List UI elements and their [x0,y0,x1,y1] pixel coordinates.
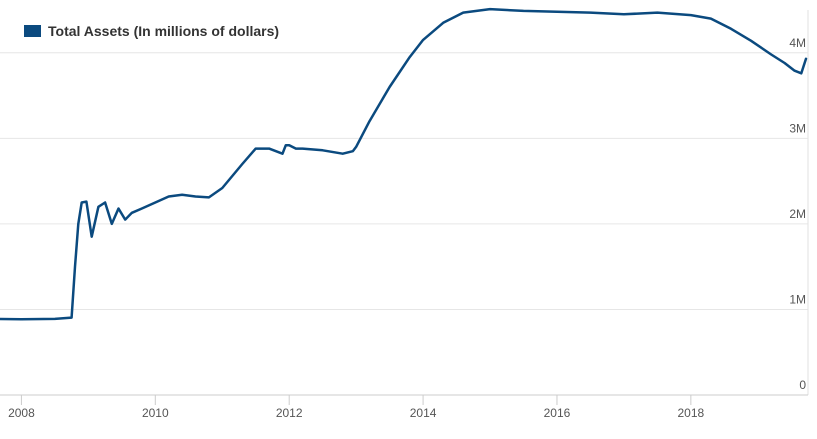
x-tick-label: 2018 [677,406,704,420]
x-tick-label: 2008 [8,406,35,420]
x-tick-label: 2014 [410,406,437,420]
x-axis-ticks: 2008 2010 2012 2014 2016 2018 [8,395,705,420]
x-tick-label: 2012 [276,406,303,420]
y-tick-label: 1M [789,292,806,306]
y-tick-label: 2M [789,207,806,221]
y-tick-label: 0 [799,378,806,392]
y-axis-ticks: 0 1M 2M 3M 4M [789,36,806,392]
gridlines [0,52,808,310]
x-tick-label: 2016 [544,406,571,420]
legend-swatch [24,25,41,37]
legend[interactable]: Total Assets (In millions of dollars) [24,23,279,39]
x-tick-label: 2010 [142,406,169,420]
y-tick-label: 3M [789,121,806,135]
series-line-total-assets[interactable] [0,7,808,321]
legend-label: Total Assets (In millions of dollars) [48,23,279,39]
y-tick-label: 4M [789,36,806,50]
